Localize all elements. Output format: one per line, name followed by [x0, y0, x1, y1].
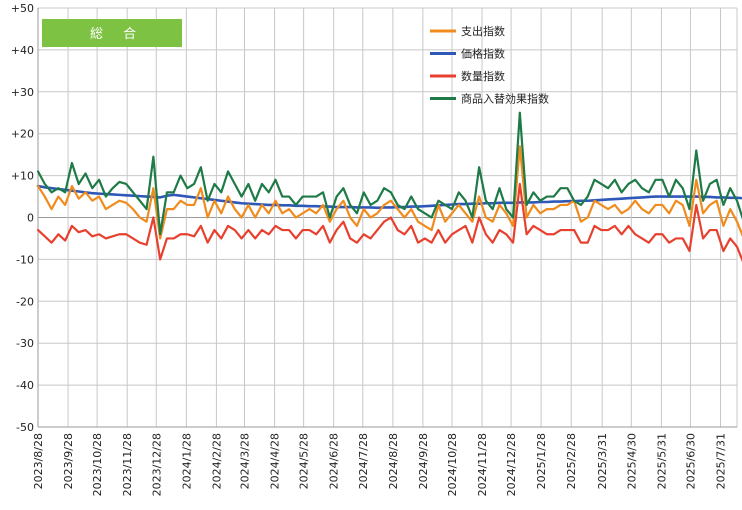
x-tick-label: 2025/7/31: [715, 433, 728, 489]
x-tick-label: 2024/3/28: [239, 433, 252, 489]
x-tick-label: 2024/12/28: [505, 433, 518, 496]
category-badge-box: [42, 19, 182, 47]
y-tick-label: -50: [16, 421, 34, 434]
x-tick-label: 2025/5/31: [655, 433, 668, 489]
grid-lines: [37, 7, 738, 428]
legend-label-2: 数量指数: [461, 69, 505, 83]
x-tick-label: 2024/6/28: [328, 433, 341, 489]
category-badge-label: 総 合: [90, 27, 144, 42]
x-tick-label: 2024/11/28: [476, 433, 489, 496]
series-line-2: [36, 182, 742, 263]
x-tick-label: 2023/8/28: [32, 433, 45, 489]
legend-label-0: 支出指数: [461, 24, 505, 38]
category-badge: 総 合: [42, 19, 182, 47]
x-tick-label: 2024/1/28: [180, 433, 193, 489]
x-tick-label: 2023/9/28: [62, 433, 75, 489]
series-line-3: [36, 111, 742, 236]
y-tick-label: -10: [16, 253, 34, 266]
x-tick-label: 2024/8/28: [387, 433, 400, 489]
y-tick-label: -40: [16, 379, 34, 392]
x-tick-label: 2025/2/28: [565, 433, 578, 489]
x-tick-label: 2025/3/31: [596, 433, 609, 489]
x-tick-label: 2025/6/30: [684, 433, 697, 489]
y-tick-label: 0: [27, 212, 34, 225]
x-tick-label: 2024/5/28: [298, 433, 311, 489]
y-tick-label: +40: [11, 44, 34, 57]
y-tick-label: +30: [11, 86, 34, 99]
x-tick-label: 2023/11/28: [121, 433, 134, 496]
x-tick-label: 2024/7/28: [357, 433, 370, 489]
y-tick-label: -20: [16, 295, 34, 308]
x-tick-label: 2024/10/28: [446, 433, 459, 496]
series-line-0: [36, 145, 742, 240]
y-tick-label: -30: [16, 337, 34, 350]
y-tick-label: +10: [11, 170, 34, 183]
legend-label-3: 商品入替効果指数: [461, 92, 549, 106]
x-tick-label: 2023/12/28: [150, 433, 163, 496]
x-tick-label: 2025/1/28: [535, 433, 548, 489]
series-lines: [36, 111, 742, 263]
y-tick-label: +50: [11, 2, 34, 15]
x-tick-label: 2023/10/28: [91, 433, 104, 496]
x-tick-label: 2024/4/28: [269, 433, 282, 489]
y-tick-label: +20: [11, 128, 34, 141]
x-tick-label: 2025/4/30: [625, 433, 638, 489]
y-axis: +50 +40 +30 +20 +10 0 -10 -20 -30 -40 -50: [11, 2, 39, 434]
x-tick-label: 2024/2/28: [210, 433, 223, 489]
x-tick-label: 2024/9/28: [417, 433, 430, 489]
x-axis: 2023/8/28 2023/9/28 2023/10/28 2023/11/28 20…: [32, 426, 737, 496]
legend-label-1: 価格指数: [461, 47, 505, 61]
